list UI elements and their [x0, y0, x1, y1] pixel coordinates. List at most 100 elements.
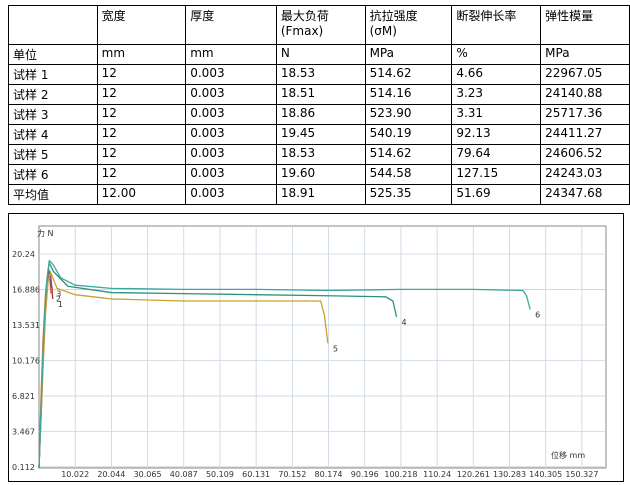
table-cell: 试样 5 — [8, 144, 98, 165]
table-cell: 24347.68 — [540, 184, 630, 205]
series-label: 5 — [333, 344, 338, 353]
data-line — [38, 270, 329, 469]
y-tick-label: 3.467 — [12, 427, 35, 436]
table-cell: 92.13 — [451, 124, 542, 145]
table-cell: 12 — [96, 144, 187, 165]
table-cell: 0.003 — [185, 64, 277, 85]
table-cell: 3.23 — [451, 84, 542, 105]
x-tick-label: 130.283 — [493, 470, 526, 479]
table-cell: 弹性模量 — [540, 5, 630, 45]
cell-line: (σM) — [369, 24, 397, 38]
table-cell: 525.35 — [364, 184, 453, 205]
table-cell: 18.53 — [275, 64, 366, 85]
table-cell: 厚度 — [185, 5, 277, 45]
table-row: 宽度 厚度 最大负荷 (Fmax) 抗拉强度 (σM) 断裂伸长率 弹性模量 — [8, 5, 630, 45]
x-tick-label: 120.261 — [457, 470, 490, 479]
table-cell: 试样 6 — [8, 164, 98, 185]
table-cell: 51.69 — [451, 184, 542, 205]
x-tick-label: 80.174 — [315, 470, 343, 479]
table-cell: MPa — [540, 44, 630, 65]
x-tick-label: 140.305 — [529, 470, 562, 479]
table-row: 试样 3 12 0.003 18.86 523.90 3.31 25717.36 — [8, 104, 630, 125]
x-tick-label: 50.109 — [206, 470, 234, 479]
series-label: 1 — [58, 300, 63, 309]
x-axis-label: 位移 mm — [551, 450, 585, 460]
chart-frame: 10.022 20.044 30.065 40.087 50.109 60.131 70.1… — [8, 213, 624, 482]
cell-line: 抗拉强度 — [369, 9, 418, 23]
table-row: 试样 4 12 0.003 19.45 540.19 92.13 24411.27 — [8, 124, 630, 145]
table-cell: 0.003 — [185, 84, 277, 105]
table-cell: 25717.36 — [540, 104, 630, 125]
y-tick-label: 6.821 — [12, 392, 35, 401]
table-cell: 18.51 — [275, 84, 366, 105]
table-cell: 试样 2 — [8, 84, 98, 105]
table-cell: 12 — [96, 104, 187, 125]
x-tick-label: 40.087 — [170, 470, 198, 479]
x-tick-label: 30.065 — [134, 470, 162, 479]
y-tick-label: 20.24 — [12, 250, 35, 259]
chart: 10.022 20.044 30.065 40.087 50.109 60.131 70.1… — [12, 225, 607, 479]
table-cell: 18.86 — [275, 104, 366, 125]
series-label: 3 — [56, 289, 61, 298]
table-cell: 19.45 — [275, 124, 366, 145]
table-cell: 544.58 — [364, 164, 453, 185]
table-cell — [8, 5, 98, 45]
table-cell: 平均值 — [8, 184, 98, 205]
table-cell: 0.003 — [185, 104, 277, 125]
table-row: 试样 2 12 0.003 18.51 514.16 3.23 24140.88 — [8, 84, 630, 105]
table-row: 平均值 12.00 0.003 18.91 525.35 51.69 24347.68 — [8, 184, 630, 205]
table-cell: 12 — [96, 84, 187, 105]
cell-line: (Fmax) — [280, 24, 324, 38]
table-cell: 12 — [96, 64, 187, 85]
y-axis-label: 力 N — [37, 228, 54, 238]
table-cell: 19.60 — [275, 164, 366, 185]
y-tick-label: 13.531 — [12, 321, 40, 330]
table-cell: 18.91 — [275, 184, 366, 205]
x-tick-label: 70.152 — [278, 470, 306, 479]
table-row: 单位 mm mm N MPa% MPa — [8, 44, 630, 65]
table-cell: 22967.05 — [540, 64, 630, 85]
table-row: 试样 5 12 0.003 18.53 514.62 79.64 24606.52 — [8, 144, 630, 165]
y-tick-label: 10.176 — [12, 356, 40, 365]
table-cell: 最大负荷 (Fmax) — [275, 5, 366, 45]
table-cell: 试样 1 — [8, 64, 98, 85]
x-tick-label: 150.327 — [565, 470, 598, 479]
table-cell: 514.62 — [364, 144, 453, 165]
table-cell: mm — [185, 44, 277, 65]
table-cell: 单位 — [8, 44, 98, 65]
table-cell: 12.00 — [96, 184, 187, 205]
table-cell: 127.15 — [451, 164, 542, 185]
table-row: 试样 6 12 0.003 19.60 544.58 127.15 24243.03 — [8, 164, 630, 185]
table-cell: 18.53 — [275, 144, 366, 165]
table-cell: 24411.27 — [540, 124, 630, 145]
table-cell: 540.19 — [364, 124, 453, 145]
series-label: 6 — [535, 310, 540, 319]
x-tick-label: 20.044 — [97, 470, 125, 479]
x-tick-label: 60.131 — [242, 470, 270, 479]
table-cell: 试样 4 — [8, 124, 98, 145]
y-tick-label: 16.886 — [12, 286, 40, 295]
table-cell: % — [451, 44, 542, 65]
table-cell: 0.003 — [185, 164, 277, 185]
table-cell: 523.90 — [364, 104, 453, 125]
table-cell: mm — [96, 44, 187, 65]
table-cell: 79.64 — [451, 144, 542, 165]
data-line — [38, 259, 531, 469]
x-tick-label: 110.24 — [423, 470, 451, 479]
table-row: 试样 1 12 0.003 18.53 514.62 4.66 22967.05 — [8, 64, 630, 85]
table-cell: MPa — [364, 44, 453, 65]
table-cell: 断裂伸长率 — [451, 5, 542, 45]
table-cell: 24243.03 — [540, 164, 630, 185]
cell-line: 最大负荷 — [280, 9, 329, 23]
results-table: 宽度 厚度 最大负荷 (Fmax) 抗拉强度 (σM) 断裂伸长率 弹性模量 单位 mm mm N MP… — [8, 5, 630, 205]
table-cell: 宽度 — [96, 5, 187, 45]
x-tick-label: 90.196 — [351, 470, 379, 479]
table-cell: 24140.88 — [540, 84, 630, 105]
table-cell: 12 — [96, 164, 187, 185]
table-cell: 514.16 — [364, 84, 453, 105]
table-cell: 试样 3 — [8, 104, 98, 125]
plot-area — [38, 225, 607, 469]
table-cell: 抗拉强度 (σM) — [364, 5, 453, 45]
table-cell: 0.003 — [185, 184, 277, 205]
